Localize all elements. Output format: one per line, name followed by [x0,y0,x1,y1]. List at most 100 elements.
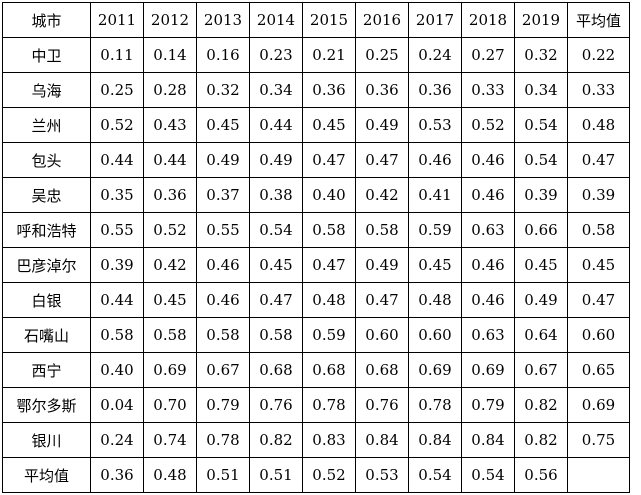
value-cell: 0.51 [249,457,303,493]
value-cell: 0.42 [143,247,197,283]
city-name-cell: 呼和浩特 [2,212,91,248]
average-cell: 0.65 [567,352,630,388]
value-cell: 0.46 [461,282,515,318]
value-cell: 0.69 [143,352,197,388]
table-row: 包头 0.44 0.44 0.49 0.49 0.47 0.47 0.46 0.46 0.54 0.… [2,142,630,178]
value-cell: 0.34 [514,72,568,108]
value-cell: 0.49 [355,247,409,283]
average-cell: 0.47 [567,282,630,318]
value-cell: 0.46 [461,142,515,178]
value-cell: 0.79 [461,387,515,423]
value-cell: 0.60 [408,317,462,353]
average-cell: 0.48 [567,107,630,143]
table-row: 兰州 0.52 0.43 0.45 0.44 0.45 0.49 0.53 0.52 0.54 0.… [2,107,630,143]
value-cell: 0.55 [90,212,144,248]
column-header-year: 2013 [196,2,250,38]
column-header-average: 平均值 [567,2,630,38]
value-cell: 0.49 [514,282,568,318]
average-cell: 0.22 [567,37,630,73]
average-cell [567,457,630,493]
column-header-year: 2019 [514,2,568,38]
value-cell: 0.47 [355,142,409,178]
column-header-year: 2018 [461,2,515,38]
average-cell: 0.75 [567,422,630,458]
average-cell: 0.39 [567,177,630,213]
value-cell: 0.24 [90,422,144,458]
value-cell: 0.39 [514,177,568,213]
city-name-cell: 巴彦淖尔 [2,247,91,283]
value-cell: 0.67 [196,352,250,388]
value-cell: 0.64 [514,317,568,353]
value-cell: 0.68 [355,352,409,388]
value-cell: 0.78 [302,387,356,423]
value-cell: 0.52 [302,457,356,493]
value-cell: 0.45 [249,247,303,283]
value-cell: 0.49 [196,142,250,178]
value-cell: 0.74 [143,422,197,458]
value-cell: 0.54 [514,107,568,143]
value-cell: 0.54 [514,142,568,178]
value-cell: 0.44 [143,142,197,178]
value-cell: 0.76 [355,387,409,423]
value-cell: 0.43 [143,107,197,143]
value-cell: 0.23 [249,37,303,73]
average-cell: 0.60 [567,317,630,353]
column-header-year: 2016 [355,2,409,38]
value-cell: 0.33 [461,72,515,108]
value-cell: 0.59 [408,212,462,248]
value-cell: 0.27 [461,37,515,73]
value-cell: 0.04 [90,387,144,423]
value-cell: 0.69 [461,352,515,388]
value-cell: 0.84 [355,422,409,458]
column-header-year: 2011 [90,2,144,38]
value-cell: 0.70 [143,387,197,423]
value-cell: 0.53 [408,107,462,143]
value-cell: 0.54 [408,457,462,493]
value-cell: 0.34 [249,72,303,108]
value-cell: 0.60 [355,317,409,353]
city-name-cell: 兰州 [2,107,91,143]
value-cell: 0.35 [90,177,144,213]
value-cell: 0.48 [302,282,356,318]
value-cell: 0.46 [196,282,250,318]
value-cell: 0.69 [408,352,462,388]
value-cell: 0.46 [408,142,462,178]
value-cell: 0.67 [514,352,568,388]
city-name-cell: 包头 [2,142,91,178]
value-cell: 0.45 [302,107,356,143]
value-cell: 0.46 [461,247,515,283]
value-cell: 0.45 [514,247,568,283]
value-cell: 0.44 [90,282,144,318]
table-row: 中卫 0.11 0.14 0.16 0.23 0.21 0.25 0.24 0.27 0.32 0.… [2,37,630,73]
city-name-cell: 平均值 [2,457,91,493]
table-row: 呼和浩特 0.55 0.52 0.55 0.54 0.58 0.58 0.59 0.63 0.66… [2,212,630,248]
value-cell: 0.58 [90,317,144,353]
value-cell: 0.83 [302,422,356,458]
city-name-cell: 石嘴山 [2,317,91,353]
value-cell: 0.63 [461,317,515,353]
city-name-cell: 西宁 [2,352,91,388]
value-cell: 0.47 [302,142,356,178]
value-cell: 0.68 [302,352,356,388]
value-cell: 0.53 [355,457,409,493]
value-cell: 0.44 [90,142,144,178]
value-cell: 0.82 [514,387,568,423]
column-header-city: 城市 [2,2,91,38]
value-cell: 0.55 [196,212,250,248]
value-cell: 0.25 [355,37,409,73]
value-cell: 0.24 [408,37,462,73]
value-cell: 0.44 [249,107,303,143]
value-cell: 0.84 [461,422,515,458]
column-header-year: 2012 [143,2,197,38]
value-cell: 0.58 [249,317,303,353]
data-table-container: 城市 2011 2012 2013 2014 2015 2016 2017 2018 2019 平均… [2,2,630,493]
value-cell: 0.37 [196,177,250,213]
value-cell: 0.58 [143,317,197,353]
value-cell: 0.42 [355,177,409,213]
city-name-cell: 白银 [2,282,91,318]
average-cell: 0.45 [567,247,630,283]
value-cell: 0.36 [302,72,356,108]
value-cell: 0.45 [143,282,197,318]
value-cell: 0.82 [249,422,303,458]
value-cell: 0.58 [196,317,250,353]
